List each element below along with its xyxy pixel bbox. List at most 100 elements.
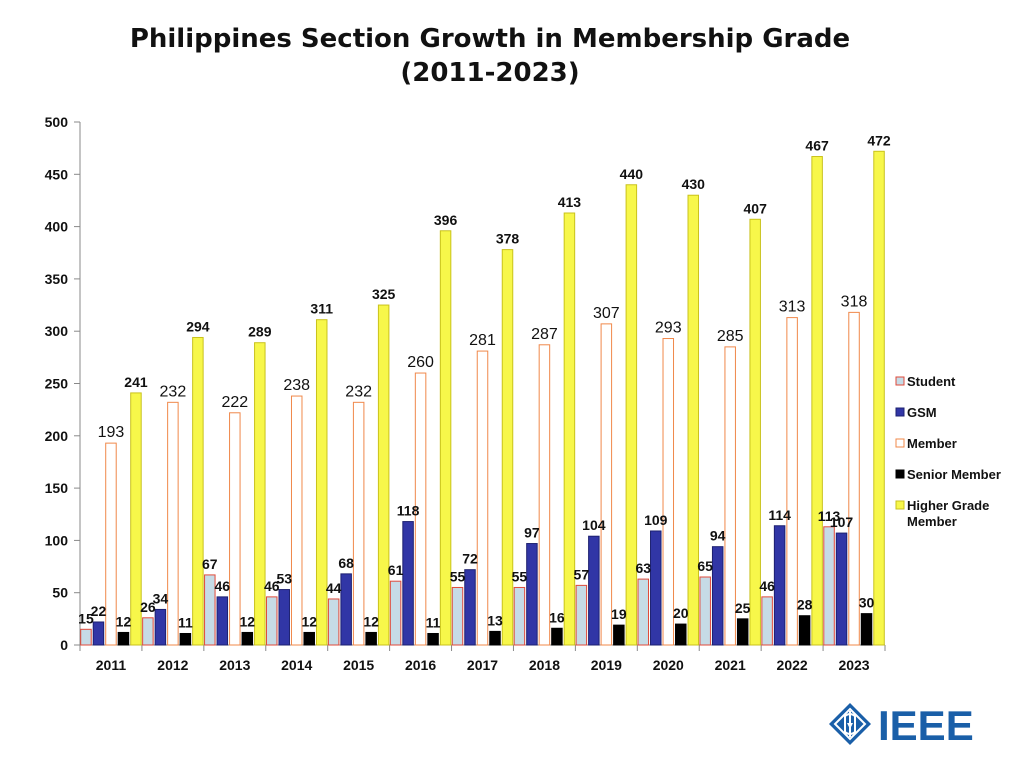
data-label: 396: [434, 212, 458, 228]
bar-member: [600, 323, 613, 646]
bar-student: [451, 586, 464, 646]
data-label: 293: [655, 320, 682, 337]
bar-gsm: [773, 525, 786, 646]
bar-gsm: [216, 596, 229, 646]
y-tick-label: 400: [45, 219, 69, 235]
data-label: 241: [124, 374, 148, 390]
bar-higher-grade-member: [873, 150, 885, 646]
data-label: 104: [582, 517, 606, 533]
data-label: 113: [818, 508, 841, 524]
legend-label: GSM: [907, 405, 937, 420]
bar-senior-member: [117, 631, 130, 646]
data-label: 55: [512, 568, 528, 584]
data-label: 307: [593, 305, 620, 322]
bar-higher-grade-member: [377, 304, 390, 646]
data-label: 28: [797, 597, 813, 613]
y-tick-label: 300: [45, 323, 69, 339]
bar-gsm: [92, 621, 105, 646]
x-tick-label: 2011: [96, 657, 127, 673]
data-label: 26: [140, 599, 156, 615]
bar-gsm: [588, 535, 600, 646]
bar-gsm: [711, 546, 724, 646]
legend-swatch-higher-grade-member: [895, 500, 905, 510]
bar-senior-member: [489, 630, 501, 646]
bar-member: [724, 346, 736, 646]
y-tick-label: 50: [52, 585, 68, 601]
data-label: 12: [116, 613, 132, 629]
bar-student: [513, 586, 526, 646]
data-label: 97: [524, 525, 540, 541]
bar-senior-member: [860, 613, 873, 646]
x-tick-label: 2014: [281, 657, 312, 673]
data-label: 61: [388, 562, 404, 578]
bar-member: [414, 372, 427, 646]
data-label: 289: [248, 324, 272, 340]
bar-gsm: [650, 530, 662, 646]
data-label: 19: [611, 606, 627, 622]
bar-higher-grade-member: [687, 194, 700, 646]
x-tick-label: 2017: [467, 657, 498, 673]
y-tick-label: 250: [45, 376, 69, 392]
bar-higher-grade-member: [811, 156, 823, 646]
data-label: 72: [462, 551, 478, 567]
data-label: 13: [487, 612, 503, 628]
bar-higher-grade-member: [749, 218, 761, 646]
y-tick-label: 150: [45, 480, 69, 496]
data-label: 46: [759, 578, 775, 594]
legend-label: Student: [907, 374, 956, 389]
x-tick-label: 2013: [219, 657, 250, 673]
bar-student: [823, 526, 835, 646]
data-label: 65: [697, 558, 713, 574]
data-label: 430: [682, 176, 706, 192]
bar-gsm: [464, 569, 476, 646]
data-label: 109: [644, 512, 668, 528]
y-tick-label: 100: [45, 532, 69, 548]
bar-senior-member: [798, 615, 811, 646]
bar-gsm: [278, 589, 290, 646]
data-label: 260: [407, 354, 434, 371]
data-label: 57: [574, 566, 590, 582]
bar-gsm: [526, 543, 538, 646]
bar-higher-grade-member: [439, 230, 452, 646]
data-label: 287: [531, 326, 558, 343]
y-tick-label: 350: [45, 271, 69, 287]
bar-student: [80, 628, 92, 646]
bar-student: [204, 574, 216, 646]
bar-member: [290, 395, 303, 646]
bar-student: [389, 580, 402, 646]
data-label: 407: [744, 200, 768, 216]
data-label: 46: [215, 578, 231, 594]
legend-swatch-member: [895, 438, 905, 448]
ieee-logo: IEEE: [829, 702, 974, 749]
data-label: 232: [345, 383, 372, 400]
data-label: 12: [240, 613, 256, 629]
data-label: 281: [469, 332, 496, 349]
data-label: 325: [372, 286, 396, 302]
data-label: 44: [326, 580, 342, 596]
data-label: 30: [859, 595, 875, 611]
data-label: 94: [710, 528, 726, 544]
data-label: 313: [779, 299, 806, 316]
y-tick-label: 450: [45, 166, 69, 182]
bar-higher-grade-member: [563, 212, 576, 646]
bar-member: [662, 338, 675, 646]
data-label: 107: [830, 514, 854, 530]
data-label: 68: [338, 555, 354, 571]
data-label: 15: [78, 610, 94, 626]
bar-senior-member: [241, 631, 254, 646]
x-tick-label: 2020: [653, 657, 684, 673]
x-tick-label: 2022: [777, 657, 808, 673]
bar-higher-grade-member: [625, 184, 638, 646]
x-tick-label: 2021: [715, 657, 746, 673]
bar-senior-member: [736, 618, 749, 646]
bar-student: [761, 596, 773, 646]
data-label: 67: [202, 556, 218, 572]
data-label: 53: [276, 571, 292, 587]
data-label: 378: [496, 231, 520, 247]
legend-swatch-senior-member: [895, 469, 905, 479]
data-label: 440: [620, 166, 644, 182]
chart-title-line-1: Philippines Section Growth in Membership…: [129, 24, 851, 54]
bar-senior-member: [303, 631, 315, 646]
x-tick-label: 2015: [343, 657, 374, 673]
